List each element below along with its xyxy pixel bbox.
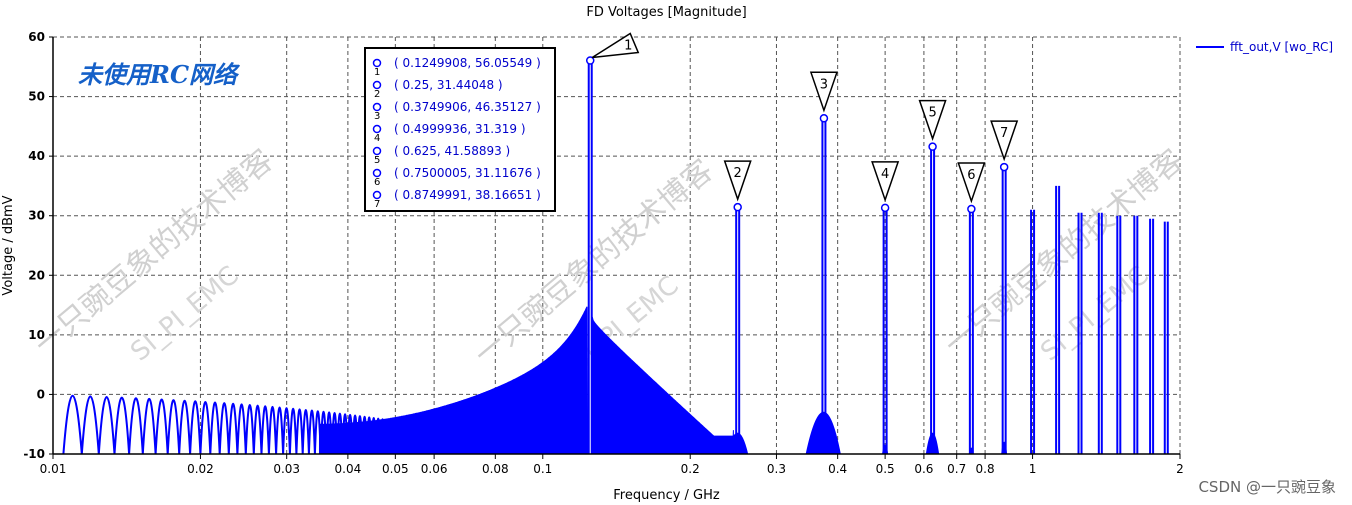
y-tick-label: 0 (37, 387, 45, 401)
marker-readout-text: ( 0.1249908, 56.05549 ) (394, 56, 541, 70)
peak-marker (585, 56, 595, 65)
marker-readout-text: ( 0.4999936, 31.319 ) (394, 122, 526, 136)
corner-credit: CSDN @一只豌豆象 (1198, 478, 1336, 496)
labels-layer: FD Voltages [Magnitude] Frequency / GHz Vo… (1, 5, 1333, 503)
x-tick-label: 0.02 (187, 462, 214, 476)
marker-readout-index: 6 (374, 177, 380, 188)
marker-readout-box (364, 47, 556, 212)
marker-readout-text: ( 0.3749906, 46.35127 ) (394, 100, 541, 114)
x-tick-label: 0.4 (828, 462, 847, 476)
marker-readout-icon (372, 168, 382, 178)
marker-callout (809, 71, 838, 113)
x-tick-label: 1 (1029, 462, 1037, 476)
marker-readout-icon (372, 146, 382, 156)
spectrum-falling-band (591, 316, 734, 455)
marker-callout-label: 7 (1000, 126, 1008, 141)
marker-callout-label: 2 (734, 166, 742, 181)
chart-title: FD Voltages [Magnitude] (586, 5, 746, 20)
peak-marker (819, 114, 829, 123)
marker-callout-label: 4 (881, 167, 889, 182)
spectrum-rising-band (318, 306, 589, 455)
marker-readout-text: ( 0.7500005, 31.11676 ) (394, 166, 541, 180)
x-tick-label: 0.5 (876, 462, 895, 476)
x-tick-label: 0.3 (767, 462, 786, 476)
x-tick-label: 0.05 (382, 462, 409, 476)
marker-readout-icon (372, 102, 382, 112)
y-tick-label: 30 (28, 209, 45, 223)
marker-readout-index: 3 (374, 111, 380, 122)
marker-callout-label: 6 (967, 168, 975, 183)
marker-callout-label: 1 (624, 38, 632, 53)
marker-callout-label: 5 (928, 106, 936, 121)
marker-readout-index: 7 (374, 199, 380, 210)
y-tick-label: 20 (28, 268, 45, 282)
peak-marker (928, 142, 937, 151)
legend-label: fft_out,V [wo_RC] (1230, 40, 1333, 54)
marker-readout-icon (372, 190, 382, 200)
x-tick-label: 0.1 (533, 462, 552, 476)
marker-callout (918, 99, 947, 141)
y-tick-label: 60 (28, 30, 45, 44)
marker-callout (723, 160, 752, 202)
marker-readout-index: 1 (374, 67, 380, 78)
marker-readout-text: ( 0.25, 31.44048 ) (394, 78, 503, 92)
x-tick-label: 0.2 (681, 462, 700, 476)
y-tick-label: 10 (28, 328, 45, 342)
x-tick-label: 0.6 (914, 462, 933, 476)
x-tick-label: 0.08 (482, 462, 509, 476)
x-tick-label: 0.8 (976, 462, 995, 476)
peak-marker (967, 204, 976, 214)
y-tick-label: -10 (23, 447, 45, 461)
series-layer (62, 60, 1169, 455)
x-axis-label: Frequency / GHz (613, 488, 720, 503)
marker-readout-text: ( 0.625, 41.58893 ) (394, 144, 510, 158)
marker-readout-icon (372, 124, 382, 134)
marker-readout-text: ( 0.8749991, 38.16651 ) (394, 188, 541, 202)
marker-readout-icon (372, 58, 382, 68)
marker-readout-icon (372, 80, 382, 90)
axes-layer: -10 0 10 20 30 40 50 60 0.01 0.02 0.03 0.04 0.05 0.06… (23, 30, 1184, 476)
marker-callout (871, 161, 900, 203)
annotation-text: 未使用RC网络 (78, 60, 241, 89)
marker-callout (990, 120, 1019, 162)
peak-marker (999, 162, 1009, 172)
y-axis-label: Voltage / dBmV (1, 195, 16, 295)
marker-readout-index: 5 (374, 155, 380, 166)
x-tick-label: 0.04 (335, 462, 362, 476)
x-tick-label: 0.7 (947, 462, 966, 476)
y-tick-label: 40 (28, 149, 45, 163)
x-tick-label: 2 (1176, 462, 1184, 476)
marker-callout (957, 162, 986, 204)
y-tick-label: 50 (28, 90, 45, 104)
marker-readout-index: 2 (374, 89, 380, 100)
x-tick-label: 0.01 (40, 462, 67, 476)
markers-layer: 1 2 3 4 5 6 7 (585, 32, 1019, 214)
marker-callout-label: 3 (820, 77, 828, 92)
marker-callout (591, 32, 640, 59)
marker-readout-index: 4 (374, 133, 380, 144)
peak-marker (733, 202, 742, 212)
x-tick-label: 0.06 (421, 462, 448, 476)
x-tick-label: 0.03 (273, 462, 300, 476)
peak-marker (880, 203, 890, 213)
